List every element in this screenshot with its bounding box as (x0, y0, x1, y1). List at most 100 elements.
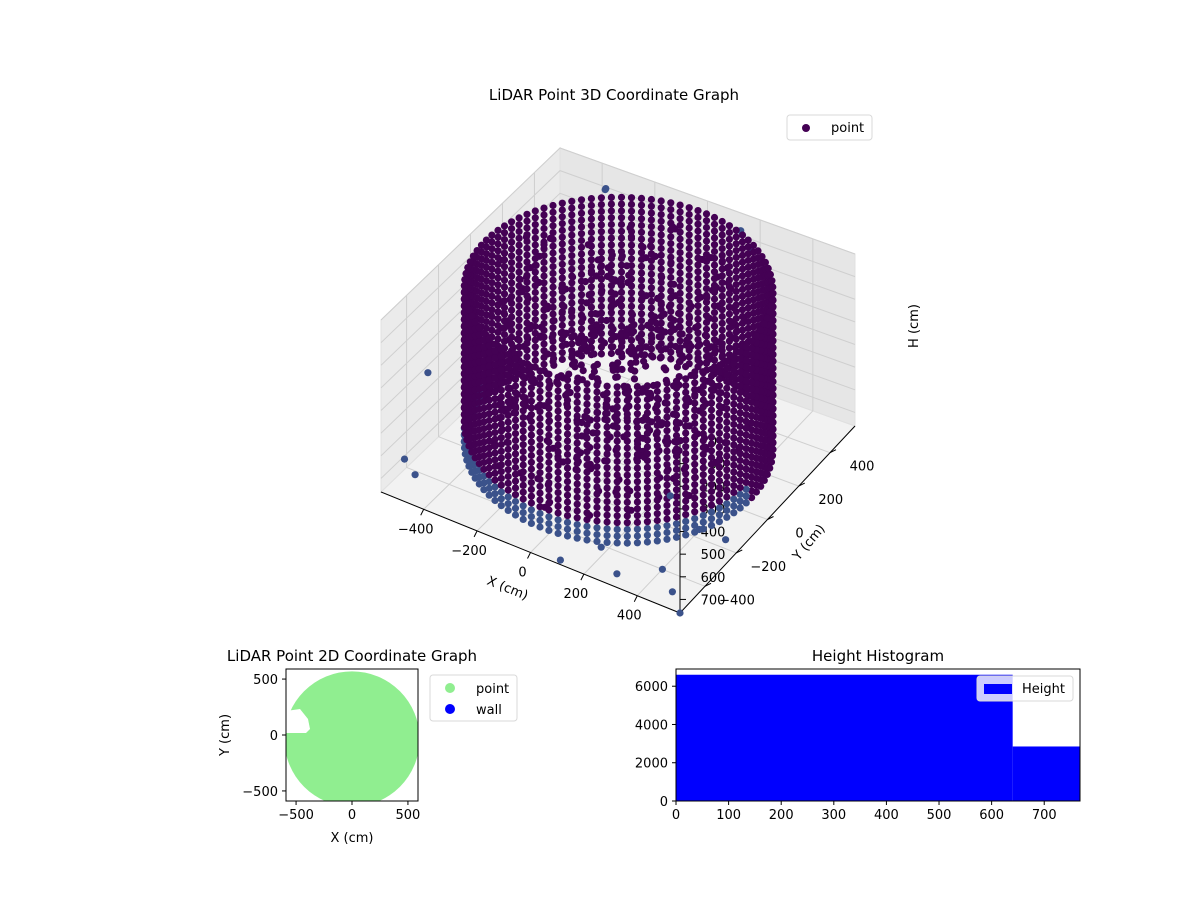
scatter3d-point (519, 400, 527, 408)
scatter3d-point (736, 389, 744, 397)
scatter3d-point (573, 419, 581, 427)
scatter3d-point (702, 264, 711, 272)
scatter3d-point (685, 231, 693, 239)
scatter3d-point (715, 456, 724, 465)
scatter3d-point (607, 241, 616, 249)
scatter3d-point (500, 236, 509, 244)
scatter3d-point (631, 367, 639, 375)
scatter3d-point (623, 451, 631, 459)
scatter3d-point (643, 484, 652, 492)
scatter3d-point (643, 382, 652, 390)
y-tick-label: 400 (850, 460, 875, 475)
scatter3d-point (579, 314, 587, 322)
scatter3d-point (723, 432, 731, 440)
scatter3d-point (573, 521, 581, 529)
scatter3d-point (742, 383, 750, 392)
scatter3d-point (725, 249, 734, 257)
scatter3d-point (603, 272, 612, 280)
scatter3d-point (699, 471, 707, 479)
scatter3d-point (627, 295, 636, 304)
scatter3d-point (573, 466, 581, 474)
scatter3d-point (617, 276, 625, 284)
scatter3d-point (554, 468, 562, 476)
scatter3d-point (497, 481, 505, 489)
scatter3d-point (730, 441, 738, 449)
scatter3d-point (466, 258, 474, 266)
scatter3d-point (569, 273, 577, 281)
scatter3d-point (587, 228, 596, 237)
scatter3d-point (531, 241, 539, 249)
scatter3d-point (583, 509, 591, 517)
scatter3d-point (536, 367, 544, 375)
scatter3d-point (527, 445, 536, 453)
scatter3d-point (715, 484, 724, 492)
scatter3d-point (583, 400, 591, 408)
scatter3d-point (603, 403, 611, 411)
scatter3d-point (685, 217, 693, 225)
scatter3d-point (682, 375, 690, 383)
scatter3d-point (685, 224, 693, 232)
scatter3d-point (699, 491, 707, 499)
scatter3d-point (597, 221, 606, 229)
scatter3d-point (519, 515, 527, 524)
scatter3d-point (607, 193, 616, 201)
scatter3d-point (515, 248, 523, 256)
scatter3d-point (577, 325, 586, 333)
scatter3d-point (491, 429, 499, 437)
scatter3d-point (603, 443, 611, 451)
scatter3d-point (603, 430, 611, 438)
scatter3d-point (667, 246, 675, 254)
scatter3d-point (617, 261, 626, 269)
scatter3d-point (736, 490, 744, 498)
scatter3d-point (577, 223, 586, 231)
scatter3d-point (653, 435, 661, 443)
scatter3d-point (665, 303, 674, 311)
scatter3d-point (617, 193, 626, 201)
scatter3d-point (702, 210, 711, 218)
scatter3d-point (667, 199, 675, 207)
scatter3d-point (613, 519, 621, 527)
scatter3d-point (694, 302, 702, 310)
scatter3d-point (563, 518, 572, 527)
scatter3d-point (623, 478, 631, 486)
scatter3d-point (742, 363, 750, 371)
scatter3d-point (676, 255, 684, 263)
scatter3d-point (497, 379, 505, 387)
scatter3d-point (748, 365, 756, 373)
scatter3d-point (573, 432, 581, 440)
y-tick-mark (704, 582, 712, 587)
scatter3d-point (523, 312, 531, 320)
scatter3d-point (730, 448, 738, 456)
scatter3d-point (485, 369, 493, 377)
scatter3d-point (748, 398, 756, 407)
scatter3d-point (703, 294, 711, 302)
scatter3d-point (536, 516, 544, 524)
scatter3d-point (554, 400, 562, 408)
scatter2d-legend: point wall (429, 674, 518, 722)
scatter3d-point (583, 454, 591, 463)
scatter3d-point (715, 477, 724, 485)
scatter3d-point (691, 440, 699, 448)
scatter3d-point (568, 204, 576, 212)
scatter3d-point (663, 474, 671, 482)
scatter3d-point (603, 409, 611, 417)
scatter3d-point (593, 415, 601, 423)
scatter3d-point (546, 234, 555, 242)
scatter3d-point (508, 272, 516, 280)
scatter3d-point (733, 327, 741, 335)
scatter3d-point (563, 525, 572, 533)
scatter3d-point (558, 349, 566, 357)
scatter3d-point (583, 407, 591, 415)
scatter3d-point (519, 502, 527, 510)
scatter3d-point (637, 194, 646, 202)
scatter3d-point (738, 245, 747, 253)
scatter3d-point (736, 355, 744, 363)
scatter3d-point (545, 377, 553, 385)
scatter3d-point (663, 501, 671, 509)
scatter3d-point (653, 408, 661, 416)
scatter3d-point (679, 354, 687, 362)
scatter3d-point (730, 482, 738, 490)
scatter3d-point (623, 458, 631, 466)
scatter3d-point (554, 387, 562, 395)
scatter3d-point (491, 354, 499, 362)
